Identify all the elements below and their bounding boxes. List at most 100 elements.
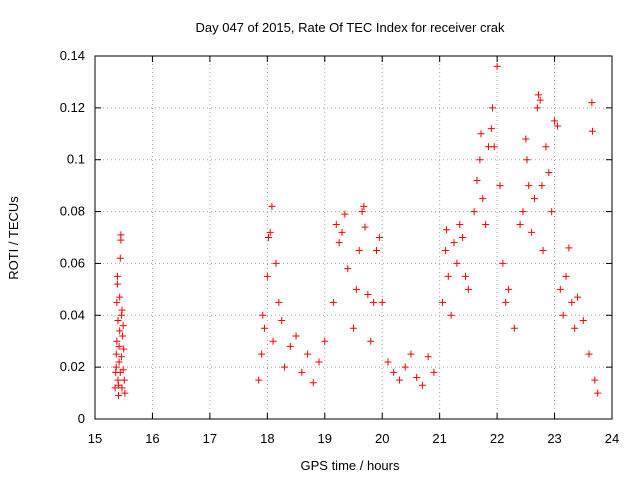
data-point xyxy=(439,298,447,306)
data-point xyxy=(447,311,455,319)
data-point xyxy=(113,337,121,345)
data-point xyxy=(530,195,538,203)
data-point xyxy=(370,298,378,306)
data-point xyxy=(588,127,596,135)
data-point xyxy=(591,376,599,384)
data-point xyxy=(479,195,487,203)
x-tick-label: 16 xyxy=(145,431,159,446)
data-point xyxy=(487,125,495,133)
data-point xyxy=(304,350,312,358)
data-point xyxy=(113,280,121,288)
data-point xyxy=(450,239,458,247)
data-point xyxy=(298,368,306,376)
data-point xyxy=(266,228,274,236)
data-point xyxy=(115,381,123,389)
data-point xyxy=(263,272,271,280)
data-point xyxy=(568,298,576,306)
data-point xyxy=(355,246,363,254)
data-point xyxy=(116,327,124,335)
data-point xyxy=(117,353,125,361)
data-point xyxy=(281,363,289,371)
data-point xyxy=(459,234,467,241)
data-point xyxy=(579,316,587,324)
data-point xyxy=(562,272,570,280)
data-point xyxy=(121,389,129,397)
data-point xyxy=(113,298,121,306)
data-point xyxy=(116,254,124,262)
data-point xyxy=(115,342,123,350)
data-point xyxy=(395,376,403,384)
data-point xyxy=(118,306,126,314)
data-point xyxy=(462,272,470,280)
x-tick-label: 17 xyxy=(203,431,217,446)
data-point xyxy=(114,376,122,384)
y-tick-label: 0.02 xyxy=(60,359,85,374)
data-point xyxy=(286,342,294,350)
y-axis-label: ROTI / TECUs xyxy=(6,196,21,280)
data-point xyxy=(259,311,267,319)
data-point xyxy=(114,316,122,324)
data-point xyxy=(384,358,392,366)
data-point xyxy=(545,169,553,177)
data-point xyxy=(113,272,121,280)
data-point xyxy=(551,117,559,125)
data-point xyxy=(519,208,527,216)
data-point xyxy=(559,311,567,319)
data-point xyxy=(350,324,357,332)
data-point xyxy=(565,244,573,252)
data-point xyxy=(292,332,300,340)
data-point xyxy=(112,350,120,358)
y-tick-label: 0.14 xyxy=(60,48,85,63)
x-tick-label: 18 xyxy=(260,431,274,446)
data-point xyxy=(390,368,398,376)
data-point xyxy=(275,298,283,306)
x-tick-label: 20 xyxy=(375,431,389,446)
data-point xyxy=(329,298,337,306)
data-point xyxy=(476,156,484,164)
data-point xyxy=(413,374,421,382)
data-point xyxy=(493,62,501,70)
data-point xyxy=(372,246,380,254)
data-point xyxy=(358,208,366,216)
x-tick-label: 24 xyxy=(605,431,619,446)
y-tick-label: 0.12 xyxy=(60,100,85,115)
data-point xyxy=(378,298,386,306)
data-point xyxy=(505,285,513,293)
data-point xyxy=(489,104,497,112)
data-point xyxy=(525,182,533,190)
x-tick-label: 22 xyxy=(490,431,504,446)
y-tick-label: 0.1 xyxy=(67,152,85,167)
data-point xyxy=(430,368,438,376)
data-point xyxy=(548,208,556,216)
y-axis-ticks: 0 0.02 0.04 0.06 0.08 0.1 0.12 0.14 xyxy=(60,48,612,426)
data-point xyxy=(533,104,541,112)
data-point xyxy=(473,176,481,184)
data-point xyxy=(516,221,524,229)
data-point xyxy=(255,376,263,384)
data-point xyxy=(443,226,451,234)
data-point xyxy=(119,366,127,374)
data-point xyxy=(490,143,498,151)
x-tick-label: 19 xyxy=(318,431,332,446)
data-point xyxy=(502,298,510,306)
data-point xyxy=(119,332,127,340)
data-point xyxy=(470,208,478,216)
data-point xyxy=(418,381,426,389)
y-tick-label: 0 xyxy=(78,411,85,426)
data-point xyxy=(120,345,128,353)
data-point xyxy=(315,358,323,366)
y-tick-label: 0.08 xyxy=(60,204,85,219)
x-tick-label: 15 xyxy=(88,431,102,446)
data-point xyxy=(538,182,546,190)
data-point xyxy=(115,358,123,366)
data-point xyxy=(496,182,504,190)
data-point xyxy=(594,389,602,397)
data-point xyxy=(360,202,368,210)
data-point xyxy=(272,259,280,267)
data-point xyxy=(352,285,360,293)
data-point xyxy=(268,202,276,210)
data-point xyxy=(338,228,346,236)
data-point xyxy=(321,337,329,345)
data-point xyxy=(332,221,340,229)
